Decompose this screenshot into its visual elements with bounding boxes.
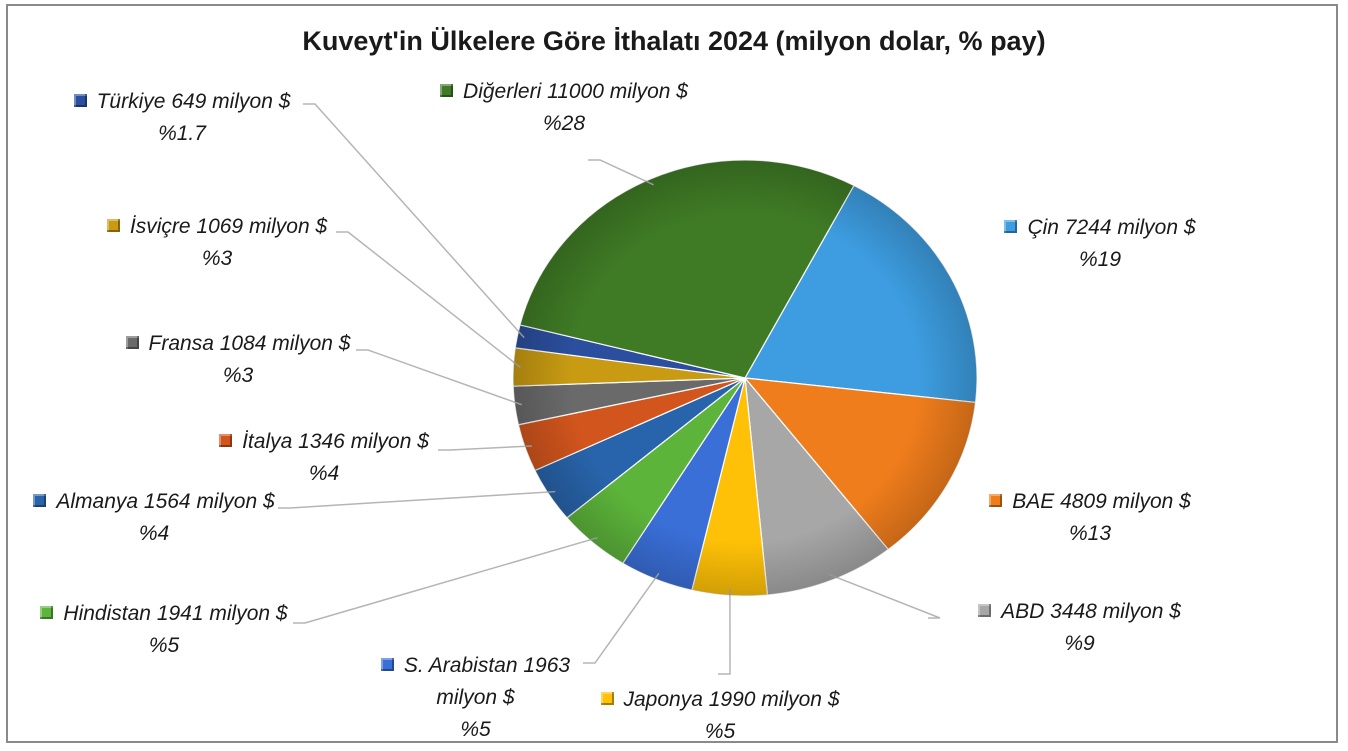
- category-name: BAE: [1012, 490, 1055, 513]
- legend-key: [989, 494, 1003, 507]
- category-name: ABD: [1001, 600, 1045, 623]
- leader-line: [718, 588, 731, 675]
- legend-key: [73, 94, 87, 107]
- category-name: S. Arabistan: [403, 654, 518, 677]
- value-label: 1084 milyon $: [219, 332, 351, 355]
- legend-key: [33, 494, 47, 507]
- percent-label: %13: [1068, 522, 1112, 545]
- legend-key: [40, 606, 54, 619]
- percent-label: %1.7: [158, 122, 206, 145]
- value-label: 649 milyon $: [171, 90, 291, 113]
- data-label: Diğerleri 11000 milyon $ %28: [418, 76, 710, 140]
- category-name: Hindistan: [63, 602, 151, 625]
- percent-label: %5: [460, 718, 491, 741]
- leader-line: [293, 536, 598, 624]
- value-label: 1346 milyon $: [298, 430, 429, 453]
- legend-key: [219, 434, 233, 447]
- legend-key: [978, 604, 992, 617]
- legend-key: [125, 336, 139, 349]
- data-label: Hindistan 1941 milyon $ %5: [20, 598, 308, 662]
- leader-line: [278, 490, 556, 509]
- data-label: Japonya 1990 milyon $ %5: [575, 684, 865, 748]
- data-label: ABD 3448 milyon $ %9: [952, 596, 1207, 660]
- data-label: Fransa 1084 milyon $ %3: [100, 328, 376, 392]
- data-label: Almanya 1564 milyon $ %4: [18, 486, 290, 550]
- percent-label: %3: [222, 364, 254, 387]
- legend-key: [440, 84, 454, 97]
- value-label: 1069 milyon $: [196, 215, 328, 238]
- value-label: 1941 milyon $: [156, 602, 288, 625]
- percent-label: %4: [308, 462, 340, 485]
- data-label: BAE 4809 milyon $ %13: [960, 486, 1220, 550]
- leader-line: [303, 103, 525, 339]
- category-name: Türkiye: [96, 90, 166, 113]
- category-name: Japonya: [623, 688, 703, 711]
- value-label: 1564 milyon $: [143, 490, 275, 513]
- value-label: 1990 milyon $: [708, 688, 840, 711]
- value-label: 1963 milyon $: [436, 654, 571, 709]
- percent-label: %5: [704, 720, 736, 743]
- percent-label: %9: [1064, 632, 1095, 655]
- data-label: Türkiye 649 milyon $ %1.7: [44, 86, 320, 150]
- percent-label: %4: [138, 522, 170, 545]
- leader-line: [828, 573, 941, 619]
- leader-line: [356, 349, 523, 406]
- percent-label: %3: [201, 247, 233, 270]
- data-label: İtalya 1346 milyon $ %4: [193, 426, 455, 490]
- category-name: İsviçre: [129, 215, 191, 238]
- category-name: İtalya: [242, 430, 293, 453]
- leader-line: [336, 231, 521, 368]
- chart-title: Kuveyt'in Ülkelere Göre İthalatı 2024 (m…: [302, 26, 1046, 56]
- chart-frame: [6, 4, 1338, 743]
- category-name: Diğerleri: [463, 80, 542, 103]
- value-label: 3448 milyon $: [1050, 600, 1181, 623]
- percent-label: %28: [542, 112, 586, 135]
- leader-line: [588, 159, 654, 186]
- category-name: Çin: [1027, 216, 1059, 239]
- data-label: S. Arabistan 1963 milyon $ %5: [358, 650, 593, 746]
- percent-label: %5: [148, 634, 180, 657]
- legend-key: [600, 692, 614, 705]
- data-label: Çin 7244 milyon $ %19: [975, 212, 1225, 276]
- category-name: Almanya: [56, 490, 139, 513]
- data-label: İsviçre 1069 milyon $ %3: [84, 211, 350, 275]
- value-label: 11000 milyon $: [547, 80, 688, 103]
- leader-line: [583, 572, 660, 664]
- legend-key: [1004, 220, 1018, 233]
- value-label: 7244 milyon $: [1064, 216, 1196, 239]
- category-name: Fransa: [148, 332, 214, 355]
- value-label: 4809 milyon $: [1060, 490, 1191, 513]
- legend-key: [380, 658, 394, 671]
- pie-slices: [512, 159, 978, 597]
- legend-key: [106, 219, 120, 232]
- leader-line: [438, 445, 532, 451]
- percent-label: %19: [1078, 248, 1122, 271]
